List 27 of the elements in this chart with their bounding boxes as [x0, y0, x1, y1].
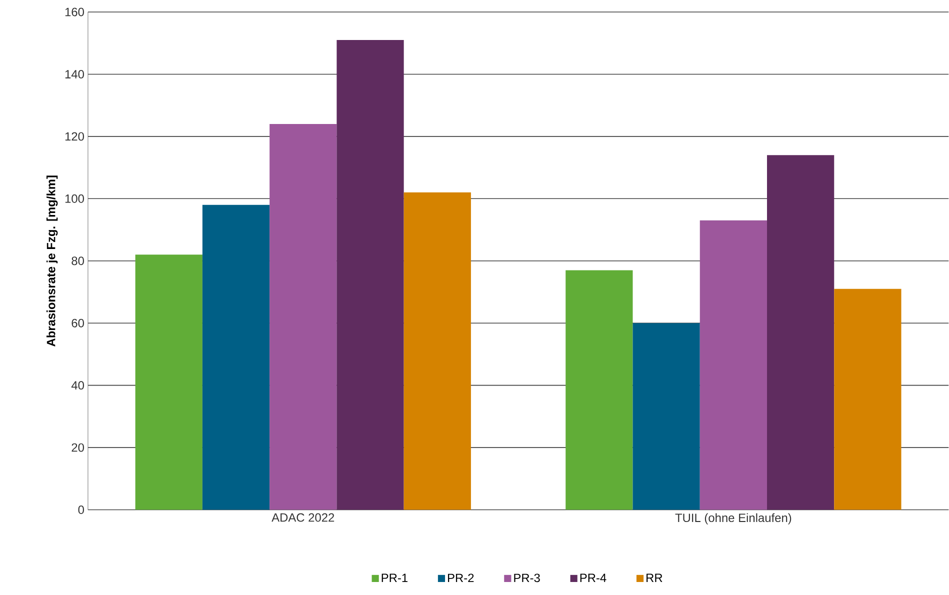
bar: [767, 155, 834, 510]
legend-label: PR-1: [382, 574, 408, 582]
bar: [135, 254, 202, 510]
y-tick-label: 120: [65, 132, 84, 141]
bar: [834, 289, 902, 510]
bar: [202, 205, 270, 510]
y-tick-label: 20: [72, 443, 84, 452]
y-tick-label: 140: [65, 70, 84, 79]
y-tick-label: 160: [65, 8, 84, 16]
bar: [700, 220, 768, 510]
bar: [566, 270, 633, 510]
bar: [336, 40, 404, 510]
legend-label: PR-4: [580, 574, 606, 582]
y-axis-title: Abrasionsrate je Fzg. [mg/km]: [46, 176, 58, 347]
legend-label: PR-2: [448, 574, 474, 582]
y-tick-label: 100: [65, 194, 84, 204]
y-tick-label: 0: [78, 506, 84, 514]
bar: [404, 192, 471, 510]
legend-label: RR: [646, 574, 662, 582]
bar: [270, 124, 337, 510]
x-tick-label: TUIL (ohne Einlaufen): [675, 513, 792, 525]
y-tick-label: 60: [72, 319, 84, 328]
x-tick-label: ADAC 2022: [272, 513, 334, 522]
y-tick-label: 80: [72, 256, 84, 266]
bar: [632, 323, 700, 510]
y-tick-label: 40: [71, 381, 84, 390]
legend-label: PR-3: [514, 574, 540, 582]
